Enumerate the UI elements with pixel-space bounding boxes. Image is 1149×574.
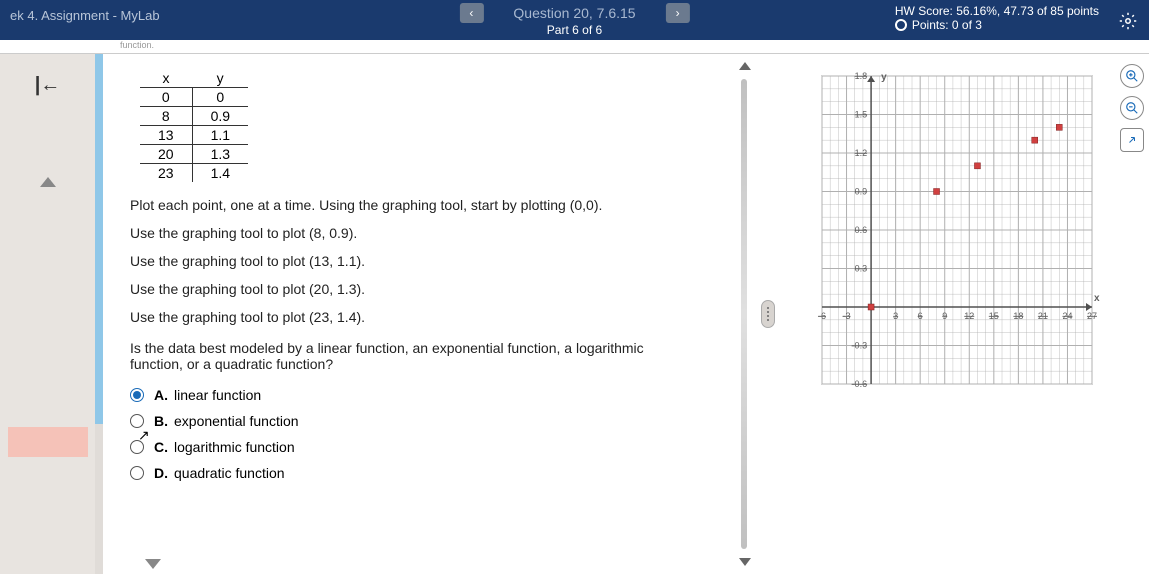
svg-text:1.8: 1.8 (855, 71, 868, 81)
instruction-text: Use the graphing tool to plot (20, 1.3). (130, 281, 711, 297)
svg-text:6: 6 (918, 311, 923, 321)
data-table: xy 0080.9131.1201.3231.4 (140, 69, 248, 182)
main-area: |← xy 0080.9131.1201.3231.4 Plot each po… (0, 54, 1149, 574)
zoom-out-icon[interactable] (1120, 96, 1144, 120)
svg-text:-3: -3 (843, 311, 851, 321)
option-letter: C. (154, 439, 168, 455)
question-content: xy 0080.9131.1201.3231.4 Plot each point… (95, 54, 731, 574)
svg-text:1.2: 1.2 (855, 148, 868, 158)
header-center: ‹ Question 20, 7.6.15 › Part 6 of 6 (459, 3, 689, 37)
svg-text:21: 21 (1038, 311, 1048, 321)
table-row: 231.4 (140, 164, 248, 183)
table-header: y (192, 69, 248, 88)
table-row: 00 (140, 88, 248, 107)
table-row: 201.3 (140, 145, 248, 164)
popout-icon[interactable] (1120, 128, 1144, 152)
table-cell: 0.9 (192, 107, 248, 126)
instruction-text: Plot each point, one at a time. Using th… (130, 197, 711, 213)
answer-option[interactable]: A. linear function (130, 387, 711, 403)
svg-text:12: 12 (964, 311, 974, 321)
svg-text:27: 27 (1087, 311, 1097, 321)
scrollbar[interactable] (731, 54, 761, 574)
table-cell: 1.1 (192, 126, 248, 145)
option-letter: A. (154, 387, 168, 403)
divider-grip-icon[interactable] (761, 300, 775, 328)
scroll-down-arrow[interactable] (145, 559, 161, 569)
pane-divider[interactable] (761, 54, 779, 574)
gear-icon[interactable] (1119, 12, 1137, 35)
graph-toolbar (1120, 64, 1144, 152)
option-text: logarithmic function (174, 439, 295, 455)
svg-text:3: 3 (893, 311, 898, 321)
table-row: 131.1 (140, 126, 248, 145)
hw-score: HW Score: 56.16%, 47.73 of 85 points (895, 4, 1099, 18)
svg-text:0.9: 0.9 (855, 187, 868, 197)
highlight-bar-top (95, 54, 103, 424)
svg-text:24: 24 (1062, 311, 1072, 321)
svg-text:18: 18 (1013, 311, 1023, 321)
table-row: 80.9 (140, 107, 248, 126)
table-cell: 8 (140, 107, 192, 126)
svg-text:-0.3: -0.3 (852, 341, 868, 351)
table-cell: 1.4 (192, 164, 248, 183)
score-block: HW Score: 56.16%, 47.73 of 85 points Poi… (895, 4, 1099, 32)
svg-text:9: 9 (942, 311, 947, 321)
option-text: exponential function (174, 413, 299, 429)
app-header: ek 4. Assignment - MyLab ‹ Question 20, … (0, 0, 1149, 40)
assignment-title: ek 4. Assignment - MyLab (10, 8, 160, 23)
radio-button[interactable] (130, 414, 144, 428)
zoom-in-icon[interactable] (1120, 64, 1144, 88)
svg-text:x: x (1094, 293, 1100, 304)
table-cell: 20 (140, 145, 192, 164)
left-sidebar: |← (0, 54, 95, 574)
svg-text:-0.6: -0.6 (852, 379, 868, 389)
instruction-text: Use the graphing tool to plot (23, 1.4). (130, 309, 711, 325)
instruction-text: Use the graphing tool to plot (8, 0.9). (130, 225, 711, 241)
scroll-track[interactable] (741, 79, 747, 549)
scroll-down-button[interactable] (739, 558, 751, 566)
collapse-sidebar-icon[interactable]: |← (35, 74, 61, 97)
table-cell: 0 (192, 88, 248, 107)
highlight-bar-bottom (95, 424, 103, 574)
graph-panel: -6 -3 3 6 9 12 15 18 21 24 27 -0.6 -0.3 0.3 0.6 0.9 1.2 1… (779, 54, 1149, 574)
svg-text:15: 15 (989, 311, 999, 321)
scroll-up-button[interactable] (739, 62, 751, 70)
svg-text:y: y (881, 72, 887, 83)
option-letter: D. (154, 465, 168, 481)
graph-plot[interactable]: -6 -3 3 6 9 12 15 18 21 24 27 -0.6 -0.3 0.3 0.6 0.9 1.2 1… (784, 64, 1104, 404)
radio-button[interactable] (130, 466, 144, 480)
option-text: quadratic function (174, 465, 285, 481)
scroll-up-arrow[interactable] (40, 177, 56, 187)
radio-button[interactable] (130, 440, 144, 454)
table-cell: 1.3 (192, 145, 248, 164)
radio-button[interactable] (130, 388, 144, 402)
answer-option[interactable]: B.exponential function↖ (130, 413, 711, 429)
question-part: Part 6 of 6 (547, 23, 602, 37)
points-text: Points: 0 of 3 (912, 18, 982, 32)
table-cell: 0 (140, 88, 192, 107)
question-title: Question 20, 7.6.15 (513, 5, 635, 21)
answer-option[interactable]: D. quadratic function (130, 465, 711, 481)
option-letter: B. (154, 413, 168, 429)
instruction-text: Use the graphing tool to plot (13, 1.1). (130, 253, 711, 269)
points-circle-icon (895, 19, 907, 31)
svg-text:1.5: 1.5 (855, 110, 868, 120)
answer-options: A.linear functionB.exponential function↖… (130, 387, 711, 481)
table-cell: 23 (140, 164, 192, 183)
subheader: function. (0, 40, 1149, 54)
table-header: x (140, 69, 192, 88)
next-question-button[interactable]: › (666, 3, 690, 23)
table-cell: 13 (140, 126, 192, 145)
option-text: linear function (174, 387, 261, 403)
prev-question-button[interactable]: ‹ (459, 3, 483, 23)
svg-text:0.6: 0.6 (855, 225, 868, 235)
svg-text:-6: -6 (818, 311, 826, 321)
highlight-box (8, 427, 88, 457)
answer-option[interactable]: C. logarithmic function (130, 439, 711, 455)
svg-text:0.3: 0.3 (855, 264, 868, 274)
question-text: Is the data best modeled by a linear fun… (130, 340, 690, 372)
